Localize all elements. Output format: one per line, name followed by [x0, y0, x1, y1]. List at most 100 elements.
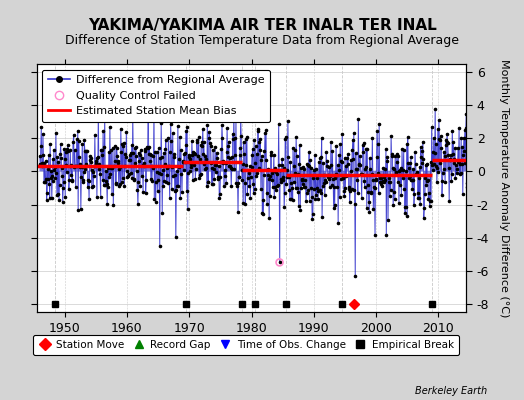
Point [440, 148, 448, 155]
Point [202, 156, 211, 162]
Point [457, 161, 466, 168]
Point [272, 186, 280, 193]
Point [334, 220, 342, 226]
Point [193, 139, 201, 145]
Point [426, 198, 434, 204]
Point [414, 195, 422, 202]
Point [176, 134, 184, 140]
Point [286, 196, 294, 203]
Point [42, 158, 50, 164]
Point [160, 178, 169, 185]
Point [292, 153, 301, 159]
Point [441, 142, 450, 148]
Point [255, 164, 263, 171]
Point [409, 177, 417, 183]
Point [391, 153, 399, 160]
Point [66, 163, 74, 170]
Y-axis label: Monthly Temperature Anomaly Difference (°C): Monthly Temperature Anomaly Difference (… [499, 59, 509, 317]
Point [357, 194, 366, 201]
Point [237, 133, 245, 140]
Point [166, 148, 174, 155]
Point [131, 160, 139, 166]
Point [385, 175, 393, 181]
Point [234, 208, 242, 215]
Point [371, 232, 379, 239]
Point [431, 150, 439, 156]
Point [81, 166, 90, 172]
Point [398, 146, 406, 152]
Point [310, 185, 319, 192]
Point [424, 176, 432, 183]
Point [40, 160, 49, 166]
Point [127, 169, 135, 176]
Point [219, 158, 227, 165]
Point [184, 152, 193, 158]
Point [236, 145, 244, 152]
Point [320, 171, 329, 178]
Point [212, 168, 221, 175]
Point [338, 131, 346, 137]
Point [311, 196, 320, 203]
Point [110, 202, 118, 208]
Point [315, 187, 324, 194]
Point [124, 170, 133, 177]
Point [281, 134, 290, 140]
Point [103, 181, 111, 187]
Point [380, 178, 389, 185]
Point [455, 125, 463, 131]
Point [349, 156, 357, 163]
Point [270, 193, 279, 200]
Point [451, 175, 460, 182]
Point [277, 179, 285, 186]
Point [280, 204, 288, 210]
Point [211, 144, 220, 150]
Point [376, 178, 385, 185]
Point [243, 134, 251, 140]
Point [225, 155, 234, 161]
Point [428, 124, 436, 130]
Point [179, 158, 187, 165]
Point [77, 174, 85, 180]
Legend: Difference from Regional Average, Quality Control Failed, Estimated Station Mean: Difference from Regional Average, Qualit… [42, 70, 270, 122]
Point [139, 162, 148, 169]
Point [310, 166, 318, 173]
Point [72, 162, 80, 169]
Point [221, 160, 230, 166]
Point [169, 154, 178, 160]
Point [413, 190, 422, 196]
Point [221, 167, 229, 173]
Point [308, 216, 316, 222]
Point [176, 195, 184, 202]
Point [211, 162, 219, 168]
Point [200, 161, 209, 168]
Point [130, 176, 138, 183]
Point [136, 152, 145, 158]
Point [258, 210, 267, 216]
Point [227, 166, 236, 172]
Point [464, 144, 473, 150]
Point [386, 179, 394, 185]
Point [137, 146, 145, 153]
Point [217, 159, 225, 166]
Point [435, 117, 443, 123]
Point [172, 168, 181, 174]
Point [53, 153, 62, 160]
Point [103, 200, 112, 207]
Point [226, 164, 235, 171]
Point [242, 136, 250, 142]
Point [432, 141, 441, 148]
Text: Berkeley Earth: Berkeley Earth [415, 386, 487, 396]
Point [57, 155, 66, 161]
Point [402, 204, 410, 210]
Point [262, 127, 270, 134]
Point [365, 199, 373, 205]
Point [90, 173, 98, 179]
Point [398, 167, 407, 173]
Point [326, 173, 335, 179]
Point [222, 180, 230, 186]
Point [233, 183, 241, 189]
Point [456, 160, 464, 167]
Point [347, 156, 355, 163]
Point [297, 184, 305, 191]
Point [286, 159, 294, 166]
